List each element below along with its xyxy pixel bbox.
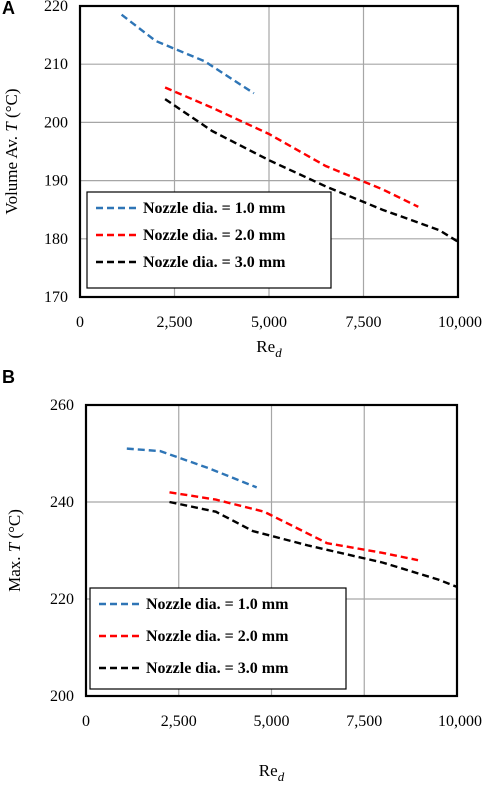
y-tick-label: 180 [44,231,68,248]
chart-panel-B: B 200 220 240 260 0 2,500 5,000 7,500 10,000 Red Ma… [2,367,482,784]
legend-box [86,191,332,289]
x-tick-label: 7,500 [346,314,382,331]
legend-label-2: Nozzle dia. = 2.0 mm [146,628,289,645]
y-tick-label: 240 [50,494,74,511]
legend-box [89,587,347,690]
x-tick-label: 5,000 [251,314,287,331]
chart-panel-A: A 170 180 190 200 210 220 0 2,500 5,000 7,500 10,00… [2,0,482,360]
y-tick-label: 220 [44,0,68,15]
plot-frame [78,4,460,299]
x-tick-label: 10,000 [438,713,482,730]
y-axis-title-part-3: (°C) [2,89,21,123]
x-tick-label: 2,500 [157,314,193,331]
y-tick-label: 260 [50,397,74,414]
legend-label-2: Nozzle dia. = 2.0 mm [143,227,286,244]
y-tick-label: 170 [44,289,68,306]
legend-label-3: Nozzle dia. = 3.0 mm [146,660,289,677]
legend: Nozzle dia. = 1.0 mm Nozzle dia. = 2.0 mm… [86,191,332,289]
legend-label-1: Nozzle dia. = 1.0 mm [146,596,289,613]
plot-frame [84,403,459,698]
x-axis-title-subscript: d [275,345,282,360]
x-tick-label: 7,500 [346,713,382,730]
x-tick-label: 10,000 [438,314,482,331]
series-line-3 [169,500,458,589]
y-axis-title: Volume Av. T (°C) [2,89,21,215]
legend-label-1: Nozzle dia. = 1.0 mm [143,200,286,217]
y-tick-label: 190 [44,173,68,190]
y-tick-label: 220 [50,591,74,608]
x-axis-title-subscript: d [278,769,285,781]
panel-letter: A [2,0,15,18]
x-axis-title-main: Re [259,761,278,780]
y-tick-label: 200 [50,688,74,705]
series-line-1 [126,447,258,489]
x-tick-label: 5,000 [254,713,290,730]
y-axis-title-part-1: Volume Av. [2,132,21,215]
x-tick-label: 2,500 [161,713,197,730]
y-axis-title-part-2: T [2,121,21,132]
y-axis-title-part-1: Max. [5,552,24,592]
series-line-2 [164,86,419,208]
legend-label-3: Nozzle dia. = 3.0 mm [143,254,286,271]
series-line-1 [120,13,255,95]
y-tick-label: 200 [44,114,68,131]
y-tick-label: 210 [44,56,68,73]
series-line-2 [169,491,419,562]
y-axis-title-part-2: T [5,541,24,552]
x-axis-title: Red [256,337,282,360]
y-axis-title-part-3: (°C) [5,509,24,543]
y-axis-title: Max. T (°C) [5,509,24,592]
series-line-3 [164,98,459,243]
x-axis-title-main: Re [256,337,275,356]
panel-letter: B [2,367,15,387]
legend: Nozzle dia. = 1.0 mm Nozzle dia. = 2.0 mm… [89,587,347,690]
x-tick-label: 0 [82,713,90,730]
x-axis-title: Red [259,761,285,781]
x-tick-label: 0 [76,314,84,331]
